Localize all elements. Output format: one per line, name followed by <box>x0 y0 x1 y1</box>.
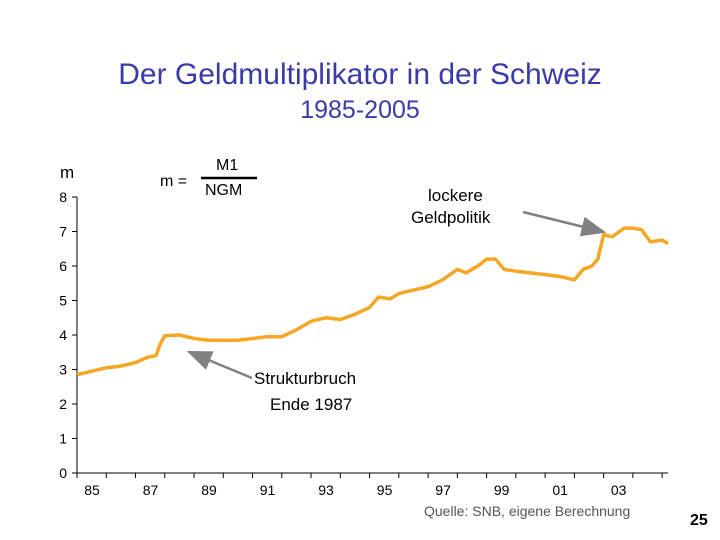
chart-subtitle: 1985-2005 <box>300 96 420 124</box>
y-tick-label: 7 <box>59 224 67 240</box>
y-ticks: 0 1 2 3 4 5 6 7 8 <box>59 189 77 481</box>
x-ticks: 85 87 89 91 93 95 97 99 01 03 <box>76 473 663 498</box>
y-tick-label: 4 <box>59 327 67 343</box>
annotation-struktur-line2: Ende 1987 <box>270 395 352 414</box>
formula-lhs: m = <box>160 173 187 190</box>
y-tick-label: 2 <box>59 396 67 412</box>
x-tick-label: 03 <box>611 482 627 498</box>
x-tick-label: 89 <box>201 482 217 498</box>
series-line-m <box>76 226 669 377</box>
y-axis-title: m <box>60 163 74 182</box>
formula-denominator: NGM <box>205 182 242 199</box>
arrow-struktur <box>186 350 253 380</box>
source-note: Quelle: SNB, eigene Berechnung <box>424 503 631 519</box>
y-tick-label: 3 <box>59 362 67 378</box>
formula-numerator: M1 <box>216 157 238 174</box>
y-tick-label: 0 <box>59 465 67 481</box>
x-tick-label: 93 <box>318 482 334 498</box>
annotation-struktur-line1: Strukturbruch <box>254 369 356 388</box>
annotation-lockere-line2: Geldpolitik <box>411 208 491 227</box>
x-tick-label: 85 <box>84 482 100 498</box>
x-tick-label: 01 <box>552 482 568 498</box>
y-tick-label: 5 <box>59 293 67 309</box>
y-tick-label: 8 <box>59 189 67 205</box>
x-tick-label: 95 <box>377 482 393 498</box>
annotation-lockere-line1: lockere <box>428 186 483 205</box>
page-number: 25 <box>690 512 708 529</box>
x-tick-label: 91 <box>260 482 276 498</box>
chart-title: Der Geldmultiplikator in der Schweiz <box>118 58 602 91</box>
x-tick-label: 87 <box>143 482 159 498</box>
x-tick-label: 97 <box>435 482 451 498</box>
x-tick-label: 99 <box>494 482 510 498</box>
arrow-lockere <box>522 210 607 237</box>
y-tick-label: 1 <box>59 431 67 447</box>
y-tick-label: 6 <box>59 258 67 274</box>
